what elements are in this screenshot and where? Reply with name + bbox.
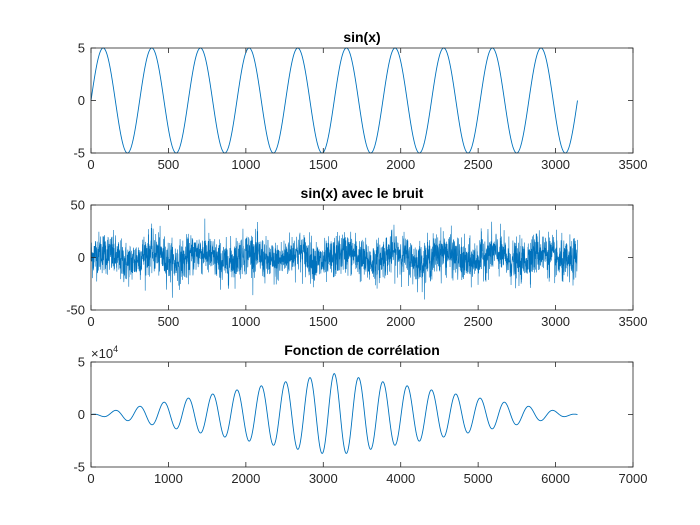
y-exponent-power: 4 <box>113 344 118 354</box>
subplot-correlation: Fonction de corrélation ×104 0 1000 2000 30… <box>73 342 647 486</box>
x-tick-label: 1000 <box>154 471 183 486</box>
y-tick-label: 5 <box>78 41 85 56</box>
x-tick-label: 500 <box>158 157 180 172</box>
x-tick-label: 0 <box>87 157 94 172</box>
x-tick-label: 6000 <box>541 471 570 486</box>
x-tick-label: 2500 <box>464 157 493 172</box>
subplot-correlation-title: Fonction de corrélation <box>284 342 440 358</box>
y-tick-label: 50 <box>71 198 85 213</box>
x-tick-label: 3500 <box>619 314 648 329</box>
subplot-noisy: sin(x) avec le bruit 0 500 1000 1500 2000 250… <box>66 185 647 329</box>
x-tick-label: 2500 <box>464 314 493 329</box>
x-tick-label: 7000 <box>619 471 648 486</box>
x-tick-label: 500 <box>158 314 180 329</box>
noisy-sine-series <box>90 218 578 300</box>
subplot-sine-axes: 0 500 1000 1500 2000 2500 3000 3500-505 <box>73 41 647 173</box>
subplot-noisy-title: sin(x) avec le bruit <box>301 185 424 201</box>
subplot-sine: sin(x) 0 500 1000 1500 2000 2500 3000 3500-505 <box>73 29 647 172</box>
x-tick-label: 1500 <box>309 314 338 329</box>
series-line <box>90 218 578 300</box>
x-tick-label: 1500 <box>309 157 338 172</box>
x-tick-label: 0 <box>87 471 94 486</box>
y-tick-label: 0 <box>78 407 85 422</box>
x-tick-label: 0 <box>87 314 94 329</box>
y-exponent-label: ×104 <box>91 344 118 361</box>
sine-series <box>90 47 578 154</box>
y-exponent-base: ×10 <box>91 346 113 361</box>
x-tick-label: 1000 <box>231 314 260 329</box>
x-tick-label: 3000 <box>541 157 570 172</box>
x-tick-label: 1000 <box>231 157 260 172</box>
x-tick-label: 2000 <box>386 314 415 329</box>
correlation-series <box>90 373 578 454</box>
y-tick-label: 0 <box>78 250 85 265</box>
series-line <box>90 47 578 154</box>
x-tick-label: 4000 <box>386 471 415 486</box>
y-tick-label: 0 <box>78 93 85 108</box>
x-tick-label: 3000 <box>309 471 338 486</box>
y-tick-label: 5 <box>78 355 85 370</box>
y-tick-label: -5 <box>73 460 85 475</box>
x-tick-label: 3500 <box>619 157 648 172</box>
x-tick-label: 2000 <box>231 471 260 486</box>
subplot-sine-title: sin(x) <box>343 29 380 45</box>
x-tick-label: 3000 <box>541 314 570 329</box>
y-tick-label: -50 <box>66 303 85 318</box>
subplot-correlation-axes: 0 1000 2000 3000 4000 5000 6000 7000-505 <box>73 355 647 487</box>
y-tick-label: -5 <box>73 146 85 161</box>
x-tick-label: 5000 <box>464 471 493 486</box>
x-tick-label: 2000 <box>386 157 415 172</box>
series-line <box>90 373 578 454</box>
